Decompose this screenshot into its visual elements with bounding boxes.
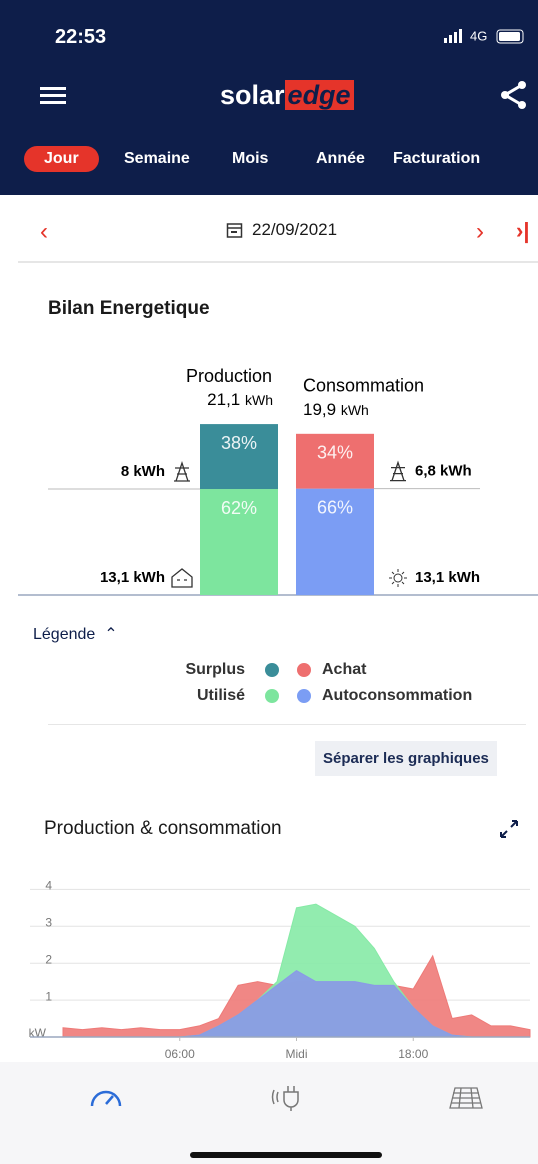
menu-icon[interactable] <box>40 85 70 107</box>
last-day[interactable]: ›| <box>516 218 530 243</box>
x-tick-label: 18:00 <box>398 1047 428 1061</box>
total: 19,9 kWh <box>303 400 369 419</box>
legend: Surplus Achat Utilisé Autoconsommation <box>185 661 472 704</box>
total-value: 19,9 <box>303 400 336 419</box>
pylon-icon <box>174 460 190 482</box>
segment-label: 34% <box>317 443 353 463</box>
legend-dot <box>297 689 311 703</box>
tab[interactable]: Année <box>316 150 365 167</box>
status-icons: 4G <box>444 28 524 44</box>
side-label: 13,1 kWh <box>415 569 480 586</box>
tab[interactable]: Semaine <box>124 150 190 167</box>
y-tick-label: 3 <box>45 915 52 929</box>
legend-dot <box>265 689 279 703</box>
area-chart: kW 1 2 3 4 06:00 Midi 18:00 <box>29 879 531 1061</box>
legend-label: Achat <box>322 661 367 678</box>
header: 22:53 4G solar edge Jour Semaine Mois Année F… <box>0 0 538 195</box>
segment-label: 38% <box>221 433 257 453</box>
legend-label: Autoconsommation <box>322 687 472 704</box>
legend-title: Légende <box>33 626 96 643</box>
divider <box>48 724 526 725</box>
time: 22:53 <box>55 26 107 48</box>
bar-segment <box>200 489 278 595</box>
logo-right: edge <box>284 80 354 110</box>
group-label: Consommation <box>303 376 424 396</box>
tab[interactable]: Facturation <box>393 150 481 167</box>
share-icon[interactable] <box>500 80 530 110</box>
consumption-icon[interactable] <box>270 1084 306 1112</box>
divider <box>18 261 538 263</box>
x-tick-label: 06:00 <box>165 1047 195 1061</box>
segment-label: 62% <box>221 498 257 518</box>
bottom-nav <box>0 1062 538 1164</box>
legend-dot <box>265 663 279 677</box>
energy-balance: 62% 38% Production 21,1 kWh 8 kWh 13,1 kWh 66%… <box>18 366 538 596</box>
split-button[interactable]: Séparer les graphiques <box>315 741 497 776</box>
y-tick-label: 4 <box>45 879 52 893</box>
network: 4G <box>470 28 487 43</box>
legend-label: Surplus <box>185 661 245 678</box>
legend-dot <box>297 663 311 677</box>
home-indicator <box>190 1152 382 1158</box>
next-day[interactable]: › <box>476 218 484 245</box>
bar-segment <box>296 433 374 489</box>
tab[interactable]: Mois <box>232 150 269 167</box>
side-label: 13,1 kWh <box>100 569 165 586</box>
y-tick-label: 1 <box>45 989 52 1003</box>
segment-label: 66% <box>317 497 353 517</box>
y-tick-label: kW <box>29 1026 47 1040</box>
x-tick-label: Midi <box>285 1047 307 1061</box>
sun-rays <box>389 569 407 587</box>
total: 21,1 kWh <box>207 391 273 410</box>
date: 22/09/2021 <box>252 220 338 239</box>
sun-icon <box>393 573 403 583</box>
layout-icon[interactable] <box>448 1086 484 1110</box>
chart-title: Production & consommation <box>44 818 282 839</box>
bar-segment <box>296 488 374 595</box>
logo-left: solar <box>220 80 285 110</box>
side-label: 6,8 kWh <box>415 463 472 480</box>
legend-label: Utilisé <box>197 687 245 704</box>
section-title: Bilan Energetique <box>48 298 210 319</box>
tab[interactable]: Jour <box>24 146 99 172</box>
total-unit: kWh <box>341 402 369 418</box>
prev-day[interactable]: ‹ <box>40 218 48 245</box>
y-tick-label: 2 <box>45 952 52 966</box>
house-icon <box>171 568 193 588</box>
dashboard-icon[interactable] <box>88 1084 124 1110</box>
legend-toggle[interactable]: Légende ⌃ <box>33 626 118 643</box>
bar-segment <box>200 424 278 490</box>
total-unit: kWh <box>245 392 273 408</box>
total-value: 21,1 <box>207 391 240 410</box>
pylon-icon <box>390 460 406 482</box>
expand-icon[interactable] <box>498 818 520 840</box>
side-label: 8 kWh <box>121 463 165 480</box>
group-label: Production <box>186 366 272 386</box>
logo: solar edge <box>220 80 354 111</box>
calendar-icon <box>226 223 243 238</box>
